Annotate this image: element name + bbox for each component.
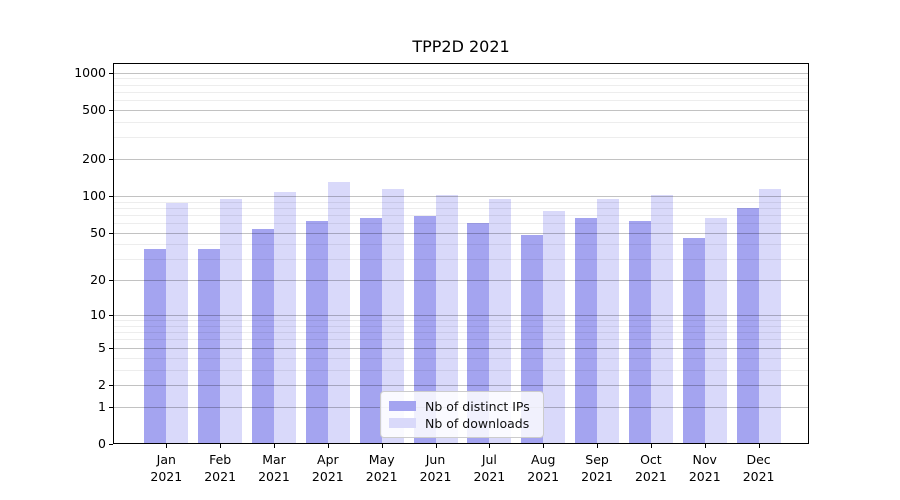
x-tick-month: Feb: [209, 452, 232, 467]
x-tick-month: Nov: [692, 452, 717, 467]
x-tick-year: 2021: [688, 469, 721, 484]
x-tick-label-jan: Jan 2021: [134, 451, 198, 485]
y-tick-label-1: 1: [98, 398, 106, 414]
x-tick-oct: [650, 444, 652, 448]
x-tick-nov: [704, 444, 706, 448]
x-tick-month: Oct: [640, 452, 662, 467]
x-tick-apr: [327, 444, 329, 448]
x-tick-month: Jul: [481, 452, 497, 467]
x-tick-label-nov: Nov 2021: [673, 451, 737, 485]
x-tick-label-aug: Aug 2021: [511, 451, 575, 485]
x-tick-mar: [273, 444, 275, 448]
x-tick-year: 2021: [311, 469, 344, 484]
legend-item-downloads: Nb of downloads: [389, 415, 535, 431]
y-tick-label-100: 100: [82, 188, 106, 204]
x-tick-label-dec: Dec 2021: [727, 451, 791, 485]
x-tick-jun: [435, 444, 437, 448]
y-tick-0: [109, 444, 113, 445]
x-tick-label-apr: Apr 2021: [296, 451, 360, 485]
y-tick-label-2: 2: [98, 376, 106, 392]
x-tick-year: 2021: [258, 469, 290, 484]
y-tick-label-20: 20: [90, 272, 106, 288]
x-tick-year: 2021: [581, 469, 613, 484]
x-tick-month: Aug: [530, 452, 556, 467]
x-tick-label-mar: Mar 2021: [242, 451, 306, 485]
x-tick-month: Mar: [262, 452, 286, 467]
legend-label-downloads: Nb of downloads: [425, 415, 530, 431]
plot-border: [113, 63, 809, 444]
legend-swatch-distinct-ips: [389, 401, 416, 411]
x-tick-sep: [597, 444, 599, 448]
y-tick-label-500: 500: [82, 101, 106, 117]
y-tick-label-0: 0: [98, 436, 106, 451]
x-tick-label-may: May 2021: [350, 451, 414, 485]
x-tick-month: Apr: [317, 452, 339, 467]
x-tick-year: 2021: [419, 469, 452, 484]
y-tick-label-50: 50: [90, 224, 106, 240]
x-tick-year: 2021: [527, 469, 560, 484]
x-tick-month: Jun: [425, 452, 446, 467]
x-tick-year: 2021: [150, 469, 183, 484]
legend-swatch-downloads: [389, 418, 416, 428]
x-tick-month: Sep: [585, 452, 609, 467]
x-tick-jan: [166, 444, 168, 448]
x-tick-label-sep: Sep 2021: [565, 451, 629, 485]
x-tick-feb: [220, 444, 222, 448]
x-tick-month: Dec: [746, 452, 771, 467]
y-tick-label-200: 200: [82, 151, 106, 167]
x-tick-year: 2021: [634, 469, 667, 484]
legend-label-distinct-ips: Nb of distinct IPs: [425, 398, 530, 414]
x-tick-label-jul: Jul 2021: [457, 451, 521, 485]
legend-item-distinct-ips: Nb of distinct IPs: [389, 398, 535, 414]
x-tick-label-feb: Feb 2021: [188, 451, 252, 485]
x-tick-year: 2021: [365, 469, 398, 484]
y-tick-label-5: 5: [98, 339, 106, 355]
x-tick-month: Jan: [156, 452, 176, 467]
x-tick-year: 2021: [473, 469, 506, 484]
x-tick-label-oct: Oct 2021: [619, 451, 683, 485]
x-tick-label-jun: Jun 2021: [404, 451, 468, 485]
y-tick-label-10: 10: [90, 307, 106, 323]
x-tick-year: 2021: [742, 469, 775, 484]
x-tick-may: [381, 444, 383, 448]
x-tick-month: May: [368, 452, 395, 467]
y-tick-label-1000: 1000: [74, 64, 106, 80]
x-tick-year: 2021: [204, 469, 237, 484]
legend: Nb of distinct IPs Nb of downloads: [380, 391, 544, 438]
x-tick-aug: [543, 444, 545, 448]
chart-title: TPP2D 2021: [412, 37, 510, 56]
x-tick-dec: [758, 444, 760, 448]
x-tick-jul: [489, 444, 491, 448]
